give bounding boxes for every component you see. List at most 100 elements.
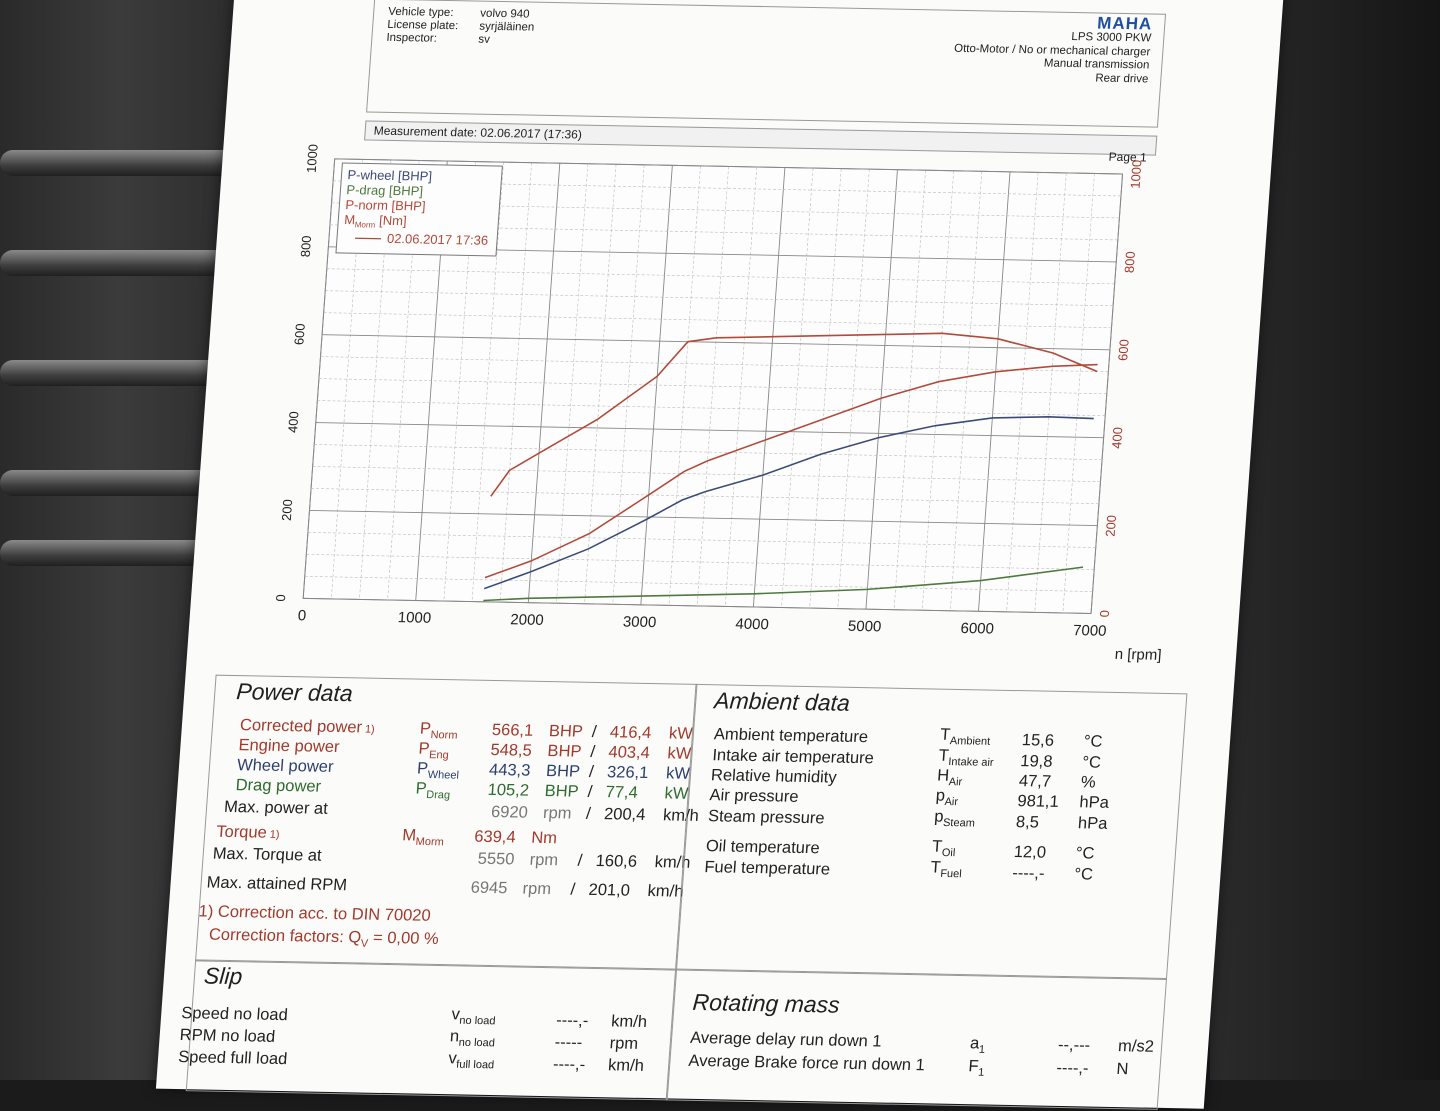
rotating-mass-row-unit: N	[1116, 1060, 1129, 1079]
torque-label: Torque 1)	[216, 823, 281, 843]
ambient-row-unit: °C	[1074, 865, 1094, 884]
ambient-row-label: Relative humidity	[710, 766, 837, 787]
slip-row-symbol: vno load	[451, 1005, 497, 1027]
rotating-mass-title: Rotating mass	[692, 989, 841, 1019]
y-left-tick-label: 400	[285, 411, 302, 433]
torque-symbol: MMorm	[401, 826, 444, 848]
ambient-row-label: Ambient temperature	[713, 725, 868, 747]
ambient-row-value: 981,1	[1017, 792, 1060, 812]
y-left-tick-label: 600	[291, 323, 308, 345]
ambient-row-unit: %	[1080, 773, 1096, 792]
ambient-row-label: Fuel temperature	[704, 858, 831, 879]
x-tick-label: 2000	[510, 611, 545, 629]
x-axis-label: n [rpm]	[1114, 646, 1162, 664]
measurement-date: Measurement date: 02.06.2017 (17:36)	[373, 124, 582, 142]
torque-value: 639,4	[474, 828, 517, 848]
y-left-tick-label: 0	[273, 594, 289, 602]
ambient-row-unit: hPa	[1079, 793, 1110, 813]
inspector-value: sv	[478, 34, 490, 47]
power-row-bhp: 105,2	[487, 781, 530, 801]
slip-row-value: ----,-	[556, 1011, 589, 1031]
vehicle-info: Vehicle type:volvo 940 License plate:syr…	[386, 6, 536, 48]
y-right-tick-label: 400	[1109, 427, 1126, 449]
y-right-tick-label: 800	[1121, 251, 1138, 273]
x-tick-label: 1000	[397, 609, 432, 627]
slip-row-label: Speed no load	[181, 1004, 289, 1025]
ambient-row-label: Steam pressure	[707, 807, 825, 828]
rotating-mass-row-value: --,---	[1057, 1036, 1090, 1056]
max-power-label: Max. power at	[223, 798, 328, 819]
power-row-bhp: 443,3	[488, 761, 531, 781]
legend-entry: P-drag [BHP]	[346, 182, 424, 198]
license-plate-value: syrjäläinen	[479, 21, 535, 35]
ambient-row-value: ----,-	[1012, 864, 1045, 884]
slip-row-label: RPM no load	[179, 1026, 276, 1047]
y-right-tick-label: 0	[1097, 610, 1113, 618]
power-row-label: Engine power	[238, 736, 340, 757]
y-left-tick-label: 800	[298, 235, 315, 257]
power-row-symbol: PEng	[418, 740, 450, 762]
max-torque-kmh: 160,6	[595, 852, 638, 872]
ambient-row-label: Intake air temperature	[712, 746, 875, 768]
ambient-row-value: 47,7	[1018, 772, 1051, 792]
rotating-mass-row-symbol: F1	[968, 1057, 986, 1079]
power-row-kw: 416,4	[609, 723, 652, 743]
power-row-separator: /	[591, 723, 597, 742]
x-tick-label: 6000	[960, 620, 995, 638]
inspector-label: Inspector:	[386, 32, 479, 47]
tool-bar	[0, 150, 240, 176]
slip-row-value: ----,-	[552, 1055, 585, 1075]
rotating-mass-row-label: Average delay run down 1	[689, 1029, 882, 1052]
ambient-row-symbol: HAir	[936, 767, 963, 789]
slip-row-value: -----	[554, 1033, 583, 1053]
ambient-row-symbol: pAir	[935, 787, 959, 809]
max-rpm-kmh: 201,0	[588, 881, 631, 901]
rotating-mass-row-symbol: a1	[969, 1034, 986, 1056]
ambient-row-unit: °C	[1083, 732, 1103, 751]
slip-row-symbol: nno load	[449, 1027, 496, 1049]
slip-row-unit: km/h	[611, 1012, 648, 1032]
ambient-data-title: Ambient data	[713, 687, 850, 717]
legend-entry: P-wheel [BHP]	[347, 167, 433, 184]
power-row-kw-unit: kW	[668, 724, 693, 743]
power-row-kw-unit: kW	[667, 744, 692, 763]
power-row-bhp-unit: BHP	[547, 742, 582, 762]
ambient-row-symbol: TOil	[931, 837, 956, 859]
dyno-info: MAHA LPS 3000 PKW Otto-Motor / No or mec…	[952, 13, 1153, 87]
slip-row-label: Speed full load	[177, 1048, 288, 1069]
power-row-label: Corrected power 1)	[239, 716, 375, 738]
power-row-kw: 77,4	[605, 783, 638, 803]
power-row-bhp-unit: BHP	[545, 762, 580, 782]
vehicle-header: Vehicle type:volvo 940 License plate:syr…	[366, 0, 1166, 128]
max-torque-rpm: 5550	[477, 850, 515, 870]
max-torque-rpm-unit: rpm	[529, 851, 559, 871]
y-left-tick-label: 1000	[304, 144, 321, 173]
power-row-symbol: PNorm	[419, 720, 458, 742]
max-rpm-rpm-unit: rpm	[522, 880, 552, 900]
slip-row-unit: rpm	[609, 1034, 639, 1054]
rotating-mass-row-value: ----,-	[1056, 1059, 1089, 1079]
ambient-row-symbol: TAmbient	[939, 726, 991, 748]
power-row-separator: /	[587, 783, 593, 802]
ambient-row-value: 8,5	[1015, 813, 1039, 832]
ambient-row-label: Air pressure	[709, 786, 799, 807]
correction-factors: Correction factors: QV = 0,00 %	[208, 926, 439, 952]
ambient-row-value: 19,8	[1020, 752, 1053, 772]
y-right-tick-label: 1000	[1128, 160, 1145, 189]
y-left-tick-label: 200	[279, 499, 296, 521]
max-rpm-kmh-unit: km/h	[647, 882, 684, 902]
max-power-rpm: 6920	[490, 803, 528, 823]
x-tick-label: 0	[297, 607, 307, 624]
ambient-row-unit: hPa	[1077, 814, 1108, 834]
tool-bar	[0, 360, 240, 386]
power-row-kw-unit: kW	[665, 764, 690, 783]
max-rpm-rpm: 6945	[470, 879, 508, 899]
power-row-kw: 403,4	[608, 743, 651, 763]
ambient-row-value: 15,6	[1021, 731, 1054, 751]
x-tick-label: 4000	[735, 616, 770, 634]
ambient-row-unit: °C	[1082, 753, 1102, 772]
power-data-title: Power data	[235, 678, 353, 707]
ambient-row-unit: °C	[1075, 844, 1095, 863]
power-row-kw: 326,1	[606, 763, 649, 783]
